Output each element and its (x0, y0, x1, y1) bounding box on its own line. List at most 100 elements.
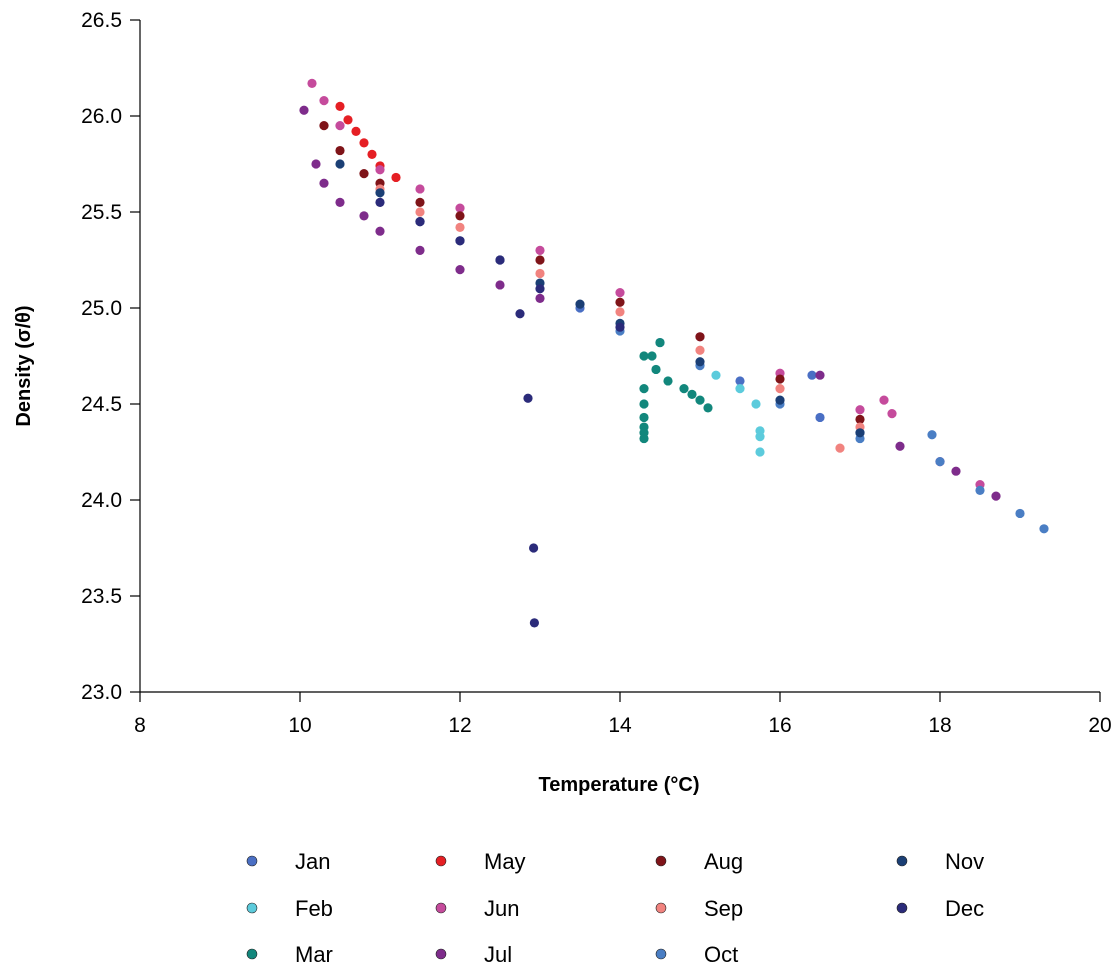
data-point (495, 255, 505, 265)
data-point (775, 384, 785, 394)
data-point (415, 184, 425, 194)
data-point (775, 374, 785, 384)
data-point (575, 299, 585, 309)
x-tick-label: 16 (768, 714, 791, 737)
y-tick-label: 23.0 (81, 681, 122, 704)
data-point (855, 405, 865, 415)
legend-label: Jan (295, 849, 330, 874)
y-tick-label: 24.5 (81, 393, 122, 416)
data-point (319, 96, 329, 106)
data-point (755, 432, 765, 442)
x-tick-label: 18 (928, 714, 951, 737)
data-point (455, 236, 465, 246)
y-tick-label: 26.5 (81, 9, 122, 32)
legend-marker (246, 855, 258, 867)
data-point (895, 441, 905, 451)
legend-item-dec: Dec (896, 896, 984, 921)
legend-item-jun: Jun (435, 896, 519, 921)
data-point (855, 414, 865, 424)
legend-marker (246, 948, 258, 960)
data-point (351, 126, 361, 136)
data-point (615, 322, 625, 332)
legend-label: Aug (704, 849, 743, 874)
x-axis-title: Temperature (°C) (539, 774, 700, 796)
data-point (755, 447, 765, 457)
data-point (391, 172, 401, 183)
legend-marker (655, 855, 667, 867)
data-point (299, 105, 309, 115)
legend-item-aug: Aug (655, 849, 743, 874)
data-point (495, 280, 505, 290)
data-point (1015, 508, 1025, 519)
data-point (695, 395, 705, 405)
data-point (975, 485, 985, 495)
data-point (455, 211, 465, 221)
data-point (887, 409, 897, 419)
data-point (319, 178, 329, 188)
series-mar (639, 337, 713, 444)
legend-item-mar: Mar (246, 942, 333, 967)
x-tick-label: 20 (1088, 714, 1111, 737)
legend-marker (655, 902, 667, 914)
legend-marker (655, 948, 667, 960)
series-oct (615, 326, 1049, 534)
data-point (735, 376, 745, 386)
data-point (335, 145, 345, 156)
legend-marker (435, 948, 447, 960)
data-point (735, 384, 745, 394)
data-point (535, 268, 545, 279)
series-feb (711, 370, 765, 457)
data-point (679, 384, 689, 394)
legend-label: Sep (704, 896, 743, 921)
data-point (651, 364, 661, 375)
x-tick-label: 12 (448, 714, 471, 737)
data-point (815, 370, 825, 380)
series-jul (299, 105, 1001, 501)
x-tick-label: 8 (134, 714, 146, 737)
data-point (695, 357, 705, 367)
legend-item-jan: Jan (246, 849, 330, 874)
data-point (647, 351, 657, 361)
data-point (695, 332, 705, 342)
data-point (515, 309, 525, 319)
data-point (359, 211, 369, 221)
data-point (535, 255, 545, 265)
data-point (639, 412, 649, 423)
legend-label: Jul (484, 942, 512, 967)
legend-label: May (484, 849, 526, 874)
data-point (335, 159, 345, 169)
legend-item-oct: Oct (655, 942, 738, 967)
legend-item-feb: Feb (246, 896, 333, 921)
data-point (835, 443, 845, 453)
data-point (375, 188, 385, 198)
data-point (663, 376, 673, 386)
data-point (951, 466, 961, 476)
legend-label: Mar (295, 942, 333, 967)
legend-label: Nov (945, 849, 984, 874)
data-point (639, 399, 649, 409)
data-point (655, 337, 665, 348)
legend: Jan Feb Mar May Jun Jul Aug Sep Oct Nov Dec (246, 849, 984, 967)
data-point (639, 433, 649, 444)
legend-marker (896, 855, 908, 867)
data-point (359, 169, 369, 179)
data-point (1039, 524, 1049, 534)
legend-marker (896, 902, 908, 914)
data-point (639, 384, 649, 394)
data-point (535, 284, 545, 294)
data-point (455, 265, 465, 275)
data-point (775, 395, 785, 405)
legend-marker (246, 902, 258, 914)
data-point (687, 389, 697, 399)
data-point (415, 207, 425, 217)
data-point (879, 395, 889, 405)
axes: 8 10 12 14 16 18 20 23.0 23.5 24.0 24.5 25.0 25.5 26.… (81, 9, 1112, 737)
data-point (615, 297, 625, 307)
data-point (807, 370, 817, 380)
data-point (815, 412, 825, 423)
y-tick-label: 26.0 (81, 105, 122, 128)
legend-label: Jun (484, 896, 519, 921)
data-point (319, 121, 329, 131)
data-point (343, 115, 353, 125)
